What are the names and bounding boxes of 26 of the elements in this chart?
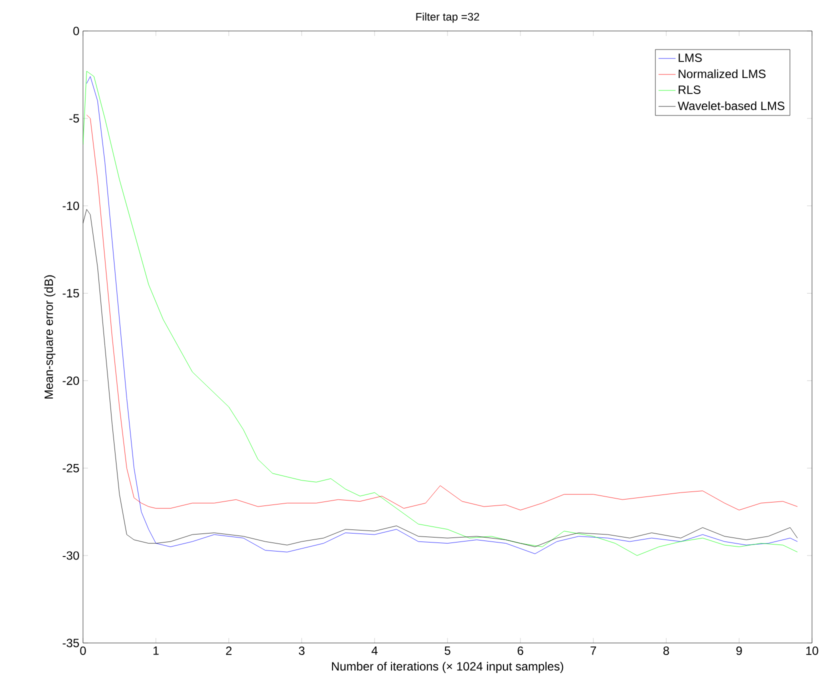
y-axis-title: Mean-square error (dB) xyxy=(44,275,56,398)
y-tick-label: -30 xyxy=(62,551,80,560)
x-tick-label: 0 xyxy=(80,646,86,655)
x-tick-label: 9 xyxy=(736,646,742,655)
y-tick-label: -5 xyxy=(69,114,79,123)
y-tick-label: -15 xyxy=(62,289,79,298)
x-tick-label: 7 xyxy=(590,646,596,655)
y-tick-label: -25 xyxy=(62,464,79,472)
x-tick-label: 5 xyxy=(444,646,450,655)
x-tick-label: 8 xyxy=(663,646,670,655)
x-tick-label: 10 xyxy=(806,646,818,655)
legend-label: RLS xyxy=(678,86,700,94)
legend-label: Normalized LMS xyxy=(678,69,766,78)
x-tick-label: 4 xyxy=(372,646,378,655)
x-axis-title: Number of iterations (× 1024 input samples) xyxy=(332,662,564,673)
y-tick-label: -35 xyxy=(62,638,79,648)
legend-label: LMS xyxy=(678,54,702,62)
x-tick-label: 6 xyxy=(518,646,524,655)
x-tick-label: 3 xyxy=(298,646,305,655)
y-tick-label: -10 xyxy=(62,202,80,210)
y-tick-label: -20 xyxy=(62,376,80,385)
legend-label: Wavelet-based LMS xyxy=(678,101,784,110)
chart-title: Filter tap =32 xyxy=(416,12,480,23)
x-tick-label: 1 xyxy=(153,646,159,655)
x-tick-label: 2 xyxy=(226,646,232,655)
y-tick-label: 0 xyxy=(73,26,80,36)
